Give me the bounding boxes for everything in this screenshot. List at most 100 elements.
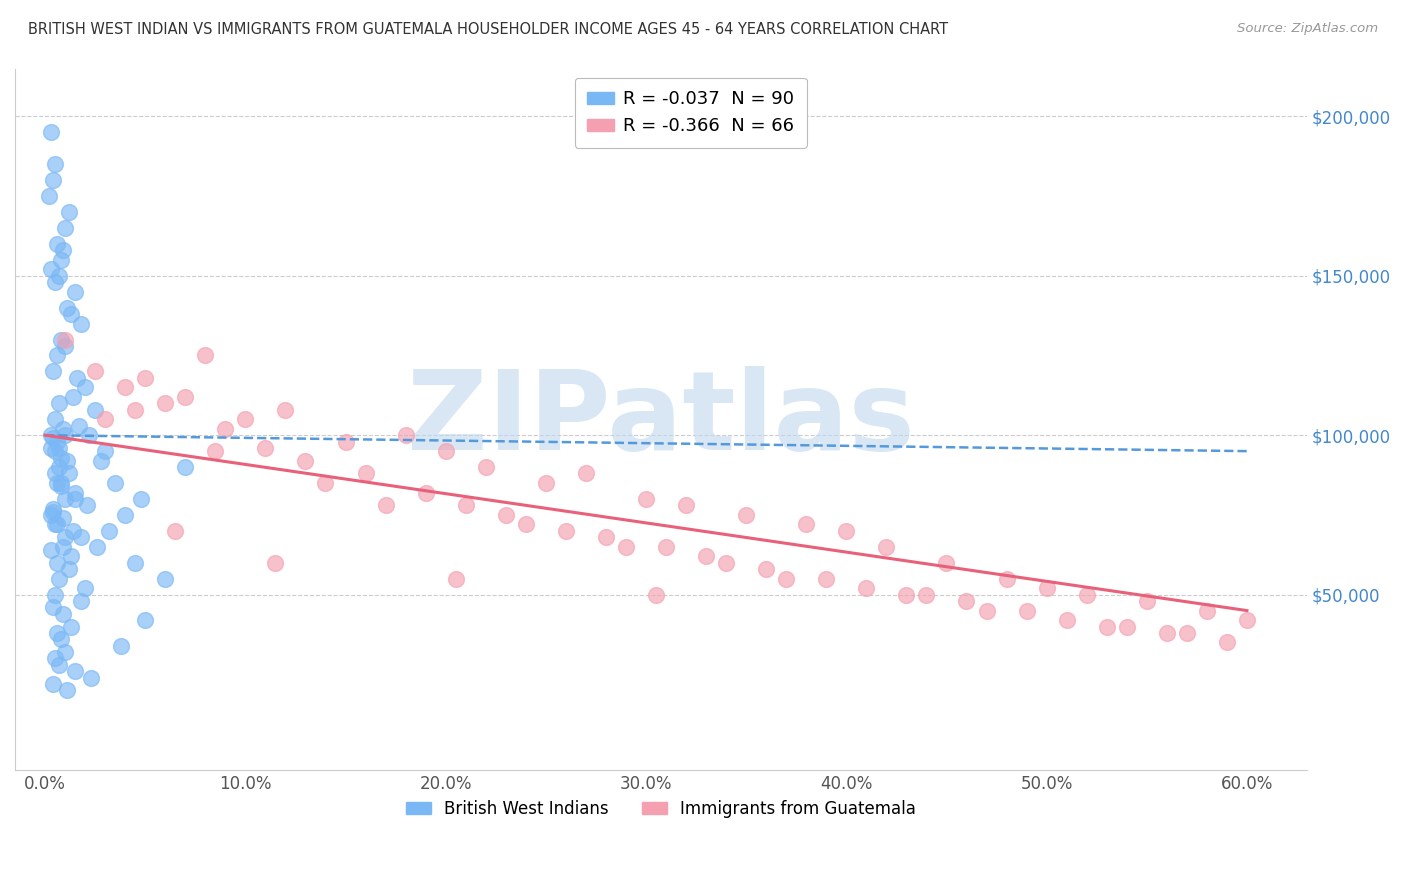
Point: [80, 671, 103, 685]
Point: [46, 517, 69, 532]
Point: [67, 418, 90, 433]
Point: [44, 275, 66, 289]
Point: [49, 479, 72, 493]
Point: [62, 390, 84, 404]
Point: [63, 664, 86, 678]
Point: [394, 428, 416, 442]
Point: [63, 491, 86, 506]
Point: [42, 173, 65, 187]
Point: [835, 524, 858, 538]
Point: [52, 540, 75, 554]
Point: [46, 236, 69, 251]
Point: [60, 307, 83, 321]
Point: [114, 508, 136, 522]
Point: [995, 572, 1018, 586]
Point: [129, 491, 152, 506]
Point: [70, 594, 93, 608]
Point: [110, 639, 132, 653]
Point: [66, 371, 89, 385]
Point: [695, 549, 717, 564]
Point: [875, 540, 897, 554]
Point: [39, 441, 62, 455]
Point: [60, 619, 83, 633]
Point: [915, 588, 938, 602]
Point: [90, 453, 112, 467]
Point: [58, 467, 80, 481]
Point: [44, 651, 66, 665]
Point: [46, 556, 69, 570]
Point: [48, 657, 70, 672]
Point: [714, 556, 737, 570]
Point: [454, 499, 477, 513]
Point: [48, 396, 70, 410]
Point: [165, 524, 187, 538]
Point: [1175, 626, 1198, 640]
Point: [155, 572, 177, 586]
Point: [38, 189, 60, 203]
Point: [53, 339, 76, 353]
Point: [39, 543, 62, 558]
Point: [84, 402, 107, 417]
Point: [42, 501, 65, 516]
Point: [52, 607, 75, 621]
Point: [63, 285, 86, 299]
Point: [124, 556, 146, 570]
Point: [44, 588, 66, 602]
Point: [39, 508, 62, 522]
Point: [775, 572, 797, 586]
Point: [84, 364, 107, 378]
Point: [52, 422, 75, 436]
Point: [1136, 594, 1159, 608]
Point: [86, 540, 108, 554]
Point: [42, 677, 65, 691]
Point: [49, 632, 72, 647]
Point: [75, 380, 97, 394]
Point: [174, 460, 197, 475]
Point: [134, 613, 156, 627]
Point: [46, 626, 69, 640]
Point: [575, 467, 598, 481]
Point: [254, 441, 277, 455]
Point: [1236, 613, 1258, 627]
Point: [976, 603, 998, 617]
Point: [49, 252, 72, 267]
Point: [46, 476, 69, 491]
Point: [1035, 581, 1057, 595]
Point: [204, 444, 226, 458]
Point: [48, 441, 70, 455]
Point: [49, 333, 72, 347]
Point: [49, 450, 72, 465]
Point: [53, 530, 76, 544]
Point: [155, 396, 177, 410]
Point: [44, 467, 66, 481]
Point: [194, 349, 217, 363]
Point: [1115, 619, 1137, 633]
Point: [53, 221, 76, 235]
Point: [44, 412, 66, 426]
Point: [114, 380, 136, 394]
Legend: British West Indians, Immigrants from Guatemala: British West Indians, Immigrants from Gu…: [399, 794, 922, 825]
Point: [53, 428, 76, 442]
Point: [235, 412, 257, 426]
Point: [48, 268, 70, 283]
Point: [495, 508, 517, 522]
Point: [434, 444, 457, 458]
Point: [264, 556, 287, 570]
Point: [214, 422, 236, 436]
Point: [56, 301, 79, 315]
Point: [52, 244, 75, 258]
Point: [53, 645, 76, 659]
Text: BRITISH WEST INDIAN VS IMMIGRANTS FROM GUATEMALA HOUSEHOLDER INCOME AGES 45 - 64: BRITISH WEST INDIAN VS IMMIGRANTS FROM G…: [28, 22, 948, 37]
Point: [39, 428, 62, 442]
Point: [314, 476, 336, 491]
Point: [1195, 603, 1218, 617]
Point: [534, 476, 557, 491]
Point: [42, 364, 65, 378]
Point: [675, 499, 697, 513]
Point: [415, 485, 437, 500]
Point: [48, 572, 70, 586]
Point: [815, 572, 838, 586]
Point: [274, 402, 297, 417]
Point: [515, 517, 537, 532]
Point: [1095, 619, 1118, 633]
